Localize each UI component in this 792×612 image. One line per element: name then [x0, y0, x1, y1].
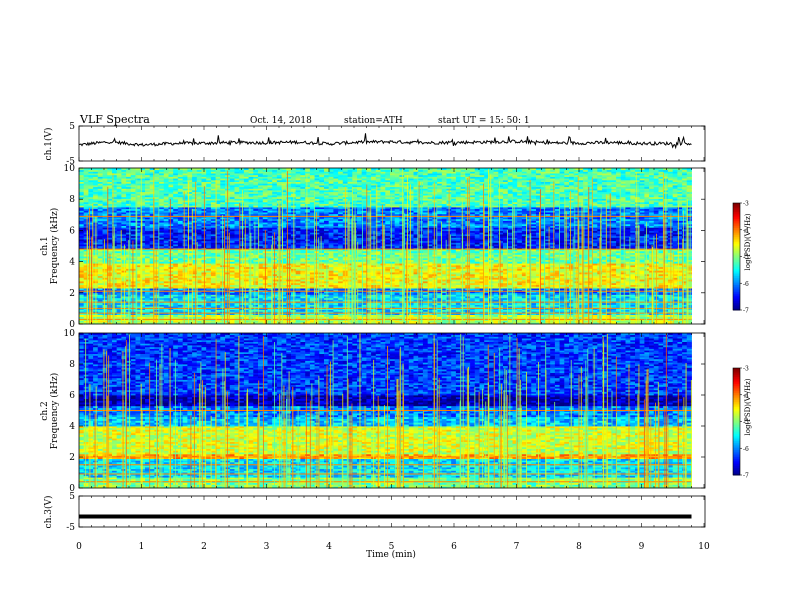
date-label: Oct. 14, 2018 [250, 116, 312, 126]
station-label: station=ATH [344, 116, 403, 126]
ch1-waveform-trace [79, 133, 692, 147]
ch1-waveform-frame [79, 126, 705, 161]
start-time-label: start UT = 15: 50: 1 [438, 116, 530, 126]
y-tick-label: 5 [69, 122, 75, 132]
ch1-waveform-panel: 5-5 [66, 122, 705, 167]
figure-title: VLF Spectra [79, 113, 150, 126]
